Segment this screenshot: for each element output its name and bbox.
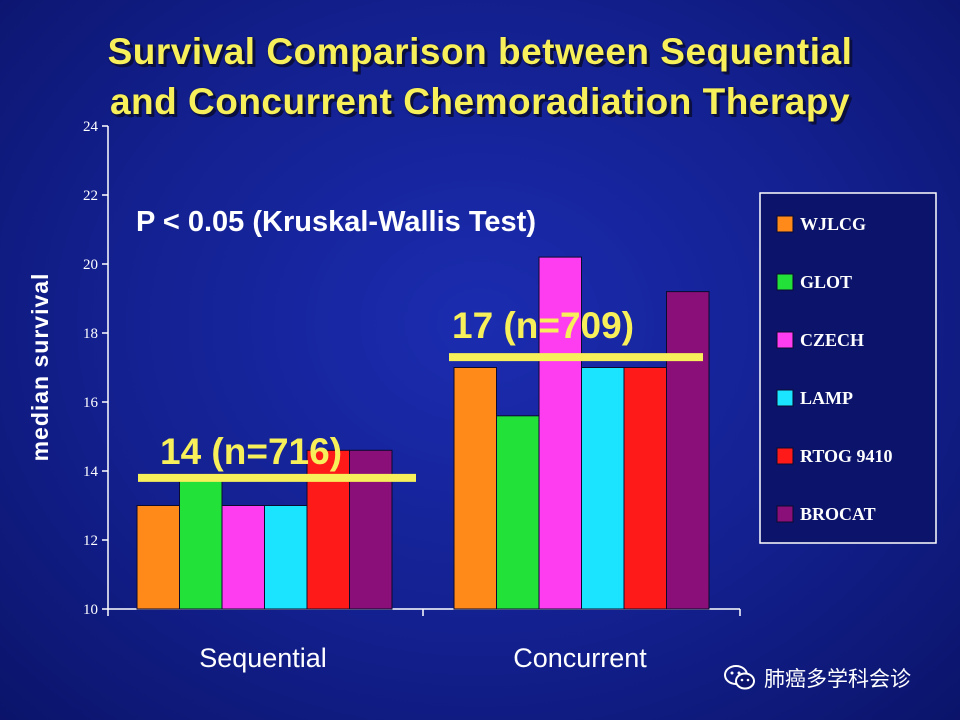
legend-box: [759, 192, 937, 544]
legend-swatch: [776, 331, 794, 349]
axes: 10 12 14 16 18 20 22 24 Sequential Concurrent: [83, 119, 741, 673]
y-axis-label: median survival: [27, 273, 53, 462]
group-mean-label: 17 (n=709): [452, 305, 634, 346]
bar-glot-sequential: [179, 473, 223, 610]
bar-rtog-9410-concurrent: [623, 367, 667, 610]
y-tick-label: 14: [83, 464, 99, 480]
y-tick-label: 24: [83, 119, 99, 135]
y-tick-label: 12: [83, 533, 98, 549]
bar-czech-sequential: [221, 505, 265, 610]
y-tick-label: 20: [83, 257, 98, 273]
legend: WJLCG GLOT CZECH LAMP RTOG 9410 BROCAT: [759, 192, 937, 544]
legend-label: GLOT: [800, 272, 852, 292]
legend-label: RTOG 9410: [800, 446, 893, 466]
watermark: 肺癌多学科会诊: [724, 660, 911, 696]
legend-label: LAMP: [800, 388, 853, 408]
legend-swatch: [776, 273, 794, 291]
bar-brocat-concurrent: [666, 291, 710, 610]
chart-title-line-1: Survival Comparison between Sequential: [107, 31, 853, 72]
bar-wjlcg-concurrent: [453, 367, 497, 610]
p-value-annotation: P < 0.05 (Kruskal-Wallis Test): [136, 206, 536, 238]
x-category-label: Concurrent: [513, 643, 647, 673]
legend-swatch: [776, 389, 794, 407]
group-mean-lines: 14 (n=716) 17 (n=709): [138, 305, 703, 482]
bar-wjlcg-sequential: [136, 505, 180, 610]
wechat-icon: [724, 665, 755, 690]
bar-lamp-concurrent: [581, 367, 625, 610]
bar-lamp-sequential: [264, 505, 308, 610]
legend-label: WJLCG: [800, 214, 866, 234]
bar-glot-concurrent: [496, 415, 540, 610]
y-tick-label: 16: [83, 395, 99, 411]
group-mean-label: 14 (n=716): [160, 431, 342, 472]
watermark-text: 肺癌多学科会诊: [764, 667, 911, 691]
legend-label: BROCAT: [800, 504, 876, 524]
y-tick-label: 10: [83, 602, 98, 618]
y-tick-label: 18: [83, 326, 98, 342]
legend-swatch: [776, 505, 794, 523]
y-tick-label: 22: [83, 188, 98, 204]
legend-label: CZECH: [800, 330, 864, 350]
legend-swatch: [776, 215, 794, 233]
legend-swatch: [776, 447, 794, 465]
bar-czech-concurrent: [538, 256, 582, 610]
chart-title-line-2: and Concurrent Chemoradiation Therapy: [109, 81, 851, 122]
x-category-label: Sequential: [199, 643, 327, 673]
